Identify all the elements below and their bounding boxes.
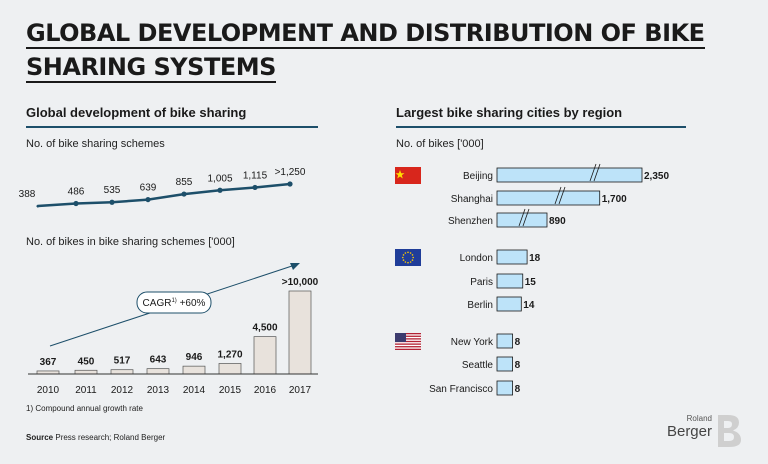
axis-break-mark xyxy=(593,163,601,182)
axis-break-mark xyxy=(589,163,597,182)
bikes-bar-2013 xyxy=(146,368,170,375)
city-name-san-francisco: San Francisco xyxy=(429,384,493,395)
title-line-2: SHARING SYSTEMS xyxy=(26,53,276,83)
schemes-point-2013 xyxy=(145,196,151,203)
bikes-value-label-2013: 643 xyxy=(150,355,167,366)
city-value-paris: 15 xyxy=(525,277,537,288)
axis-break-mark xyxy=(518,208,526,227)
schemes-point-2016 xyxy=(252,184,258,191)
left-heading-rule xyxy=(26,126,318,128)
bikes-x-tick-2016: 2016 xyxy=(254,385,277,396)
city-name-london: London xyxy=(460,253,493,264)
city-value-beijing: 2,350 xyxy=(644,171,669,182)
cities-bar-chart: Beijing 2,350 Shanghai 1,700 Shenzhen 890 Lond… xyxy=(395,163,669,396)
city-bar-london xyxy=(496,249,528,265)
city-bar-paris xyxy=(496,273,524,289)
bikes-value-label-2016: 4,500 xyxy=(252,323,277,334)
schemes-point-2014 xyxy=(181,191,187,197)
bikes-x-tick-2017: 2017 xyxy=(289,385,312,396)
bikes-x-tick-2011: 2011 xyxy=(75,385,97,396)
usa-flag xyxy=(395,333,421,350)
bikes-bar-2017 xyxy=(288,290,312,375)
bikes-bar-2014 xyxy=(182,365,206,375)
schemes-point-2017 xyxy=(287,181,293,187)
right-section-heading: Largest bike sharing cities by region xyxy=(396,105,623,120)
city-name-shanghai: Shanghai xyxy=(451,194,493,205)
city-name-berlin: Berlin xyxy=(467,300,493,311)
schemes-point-2015 xyxy=(217,187,223,193)
city-value-london: 18 xyxy=(529,253,541,264)
bikes-bar-chart: 367 2010 450 2011 517 2012 643 2013 946 2014 1,270… xyxy=(28,263,319,396)
cagr-label: CAGR1) +60% xyxy=(143,298,206,309)
city-bar-shanghai xyxy=(496,190,601,206)
bikes-bar-2016 xyxy=(253,336,277,375)
schemes-value-label-2014: 855 xyxy=(176,177,193,188)
schemes-chart-title: No. of bike sharing schemes xyxy=(26,138,165,150)
bikes-value-label-2017: >10,000 xyxy=(282,277,319,288)
city-name-shenzhen: Shenzhen xyxy=(448,216,493,227)
schemes-value-label-2013: 639 xyxy=(140,183,157,194)
schemes-line-chart: 388 486 535 639 855 1,005 1,115 >1,250 xyxy=(19,167,306,208)
cagr-badge xyxy=(136,291,212,314)
bikes-x-tick-2015: 2015 xyxy=(219,385,242,396)
axis-break-mark xyxy=(558,186,566,205)
bikes-bar-2011 xyxy=(74,369,98,375)
city-value-san-francisco: 8 xyxy=(515,384,521,395)
city-name-new-york: New York xyxy=(451,337,494,348)
city-name-paris: Paris xyxy=(470,277,493,288)
schemes-value-label-2011: 486 xyxy=(68,186,85,197)
schemes-value-label-2017: >1,250 xyxy=(275,167,306,178)
logo-b-icon xyxy=(718,415,741,447)
axis-break-mark xyxy=(554,186,562,205)
cagr-arrow-head xyxy=(290,263,300,270)
schemes-value-label-2015: 1,005 xyxy=(207,173,232,184)
bikes-value-label-2015: 1,270 xyxy=(217,349,242,360)
schemes-value-label-2016: 1,115 xyxy=(243,170,268,181)
page-title: GLOBAL DEVELOPMENT AND DISTRIBUTION OF B… xyxy=(26,18,726,86)
eu-flag xyxy=(395,249,421,266)
source-label: Source xyxy=(26,433,54,442)
bikes-value-label-2011: 450 xyxy=(78,356,95,367)
city-value-berlin: 14 xyxy=(523,300,535,311)
city-bar-berlin xyxy=(496,296,522,312)
bikes-x-tick-2013: 2013 xyxy=(147,385,170,396)
schemes-value-label-2012: 535 xyxy=(104,185,121,196)
city-bar-beijing xyxy=(496,167,643,183)
bikes-bar-2012 xyxy=(110,369,134,375)
city-value-shenzhen: 890 xyxy=(549,216,566,227)
bikes-x-tick-2010: 2010 xyxy=(37,385,60,396)
city-name-seattle: Seattle xyxy=(462,360,494,371)
china-flag xyxy=(395,167,421,184)
bikes-x-tick-2012: 2012 xyxy=(111,385,134,396)
axis-break-mark xyxy=(522,208,530,227)
city-bar-san-francisco xyxy=(496,380,514,396)
left-charts: 388 486 535 639 855 1,005 1,115 >1,250 367 2010 4… xyxy=(19,167,319,396)
city-bar-shenzhen xyxy=(496,212,548,228)
bikes-bar-2015 xyxy=(218,363,242,375)
right-heading-rule xyxy=(396,126,686,128)
source-text: Press research; Roland Berger xyxy=(55,433,166,442)
schemes-point-2011 xyxy=(73,200,79,207)
schemes-point-2012 xyxy=(109,199,115,205)
footnote: 1) Compound annual growth rate xyxy=(26,404,143,413)
city-value-new-york: 8 xyxy=(515,337,521,348)
bikes-x-tick-2014: 2014 xyxy=(183,385,206,396)
city-value-seattle: 8 xyxy=(515,360,521,371)
logo-text-big: Berger xyxy=(666,423,712,440)
title-line-1: GLOBAL DEVELOPMENT AND DISTRIBUTION OF B… xyxy=(26,19,705,49)
logo-text-small: Roland xyxy=(686,414,712,423)
city-value-shanghai: 1,700 xyxy=(602,194,627,205)
city-bar-seattle xyxy=(496,356,514,372)
bikes-chart-title: No. of bikes in bike sharing schemes ['0… xyxy=(26,236,235,248)
roland-berger-logo: Roland Berger xyxy=(666,414,741,447)
cities-chart-title: No. of bikes ['000] xyxy=(396,138,484,150)
bikes-value-label-2010: 367 xyxy=(40,357,57,368)
source-note: Source Press research; Roland Berger xyxy=(26,433,165,442)
city-name-beijing: Beijing xyxy=(463,171,493,182)
bikes-value-label-2012: 517 xyxy=(114,356,131,367)
left-section-heading: Global development of bike sharing xyxy=(26,105,247,120)
city-bar-new-york xyxy=(496,333,514,349)
schemes-value-label-2010: 388 xyxy=(19,189,36,200)
bikes-value-label-2014: 946 xyxy=(186,352,203,363)
